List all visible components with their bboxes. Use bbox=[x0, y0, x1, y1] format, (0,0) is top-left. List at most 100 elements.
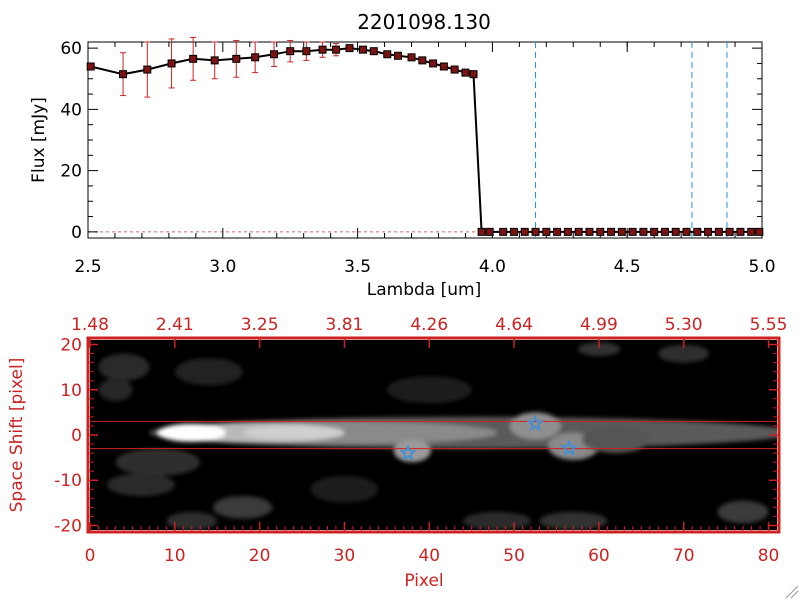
image-emission-blob bbox=[242, 425, 345, 440]
flux-data-point bbox=[755, 227, 764, 236]
flux-data-point bbox=[383, 50, 392, 59]
image-emission-blob bbox=[106, 473, 175, 497]
image-top-tick-label: 4.99 bbox=[580, 315, 618, 335]
image-xtick-label: 30 bbox=[334, 546, 356, 566]
flux-data-point bbox=[210, 56, 219, 65]
image-emission-blob bbox=[98, 378, 133, 402]
source-star-icon bbox=[399, 443, 417, 461]
image-ytick-label: 0 bbox=[71, 426, 82, 446]
image-top-tick-label: 5.30 bbox=[665, 315, 703, 335]
flux-data-point bbox=[270, 50, 279, 59]
image-emission-blob bbox=[115, 448, 201, 476]
flux-data-point bbox=[607, 227, 616, 236]
image-xtick-label: 80 bbox=[758, 546, 780, 566]
flux-xtick-label: 3.0 bbox=[209, 257, 236, 277]
flux-data-point bbox=[418, 56, 427, 65]
flux-data-point bbox=[747, 227, 756, 236]
image-top-tick-label: 3.81 bbox=[326, 315, 364, 335]
image-emission-blob bbox=[658, 344, 710, 363]
flux-data-point bbox=[119, 70, 128, 79]
source-star-icon bbox=[560, 439, 578, 456]
flux-data-point bbox=[143, 65, 152, 74]
flux-data-point bbox=[189, 54, 198, 63]
flux-data-point bbox=[318, 45, 327, 54]
image-top-tick-label: 3.25 bbox=[241, 315, 279, 335]
flux-data-point bbox=[693, 227, 702, 236]
flux-data-point bbox=[499, 227, 508, 236]
image-emission-blob bbox=[174, 358, 243, 386]
flux-xtick-label: 4.0 bbox=[479, 257, 506, 277]
image-xtick-label: 70 bbox=[673, 546, 695, 566]
image-xtick-label: 40 bbox=[418, 546, 440, 566]
image-top-tick-label: 4.26 bbox=[410, 315, 448, 335]
image-xtick-label: 50 bbox=[503, 546, 525, 566]
flux-data-point bbox=[725, 227, 734, 236]
flux-data-point bbox=[439, 62, 448, 71]
flux-data-point bbox=[509, 227, 518, 236]
image-xaxis-label: Pixel bbox=[404, 571, 443, 591]
image-top-tick-label: 4.64 bbox=[495, 315, 533, 335]
flux-data-point bbox=[286, 47, 295, 56]
flux-data-point bbox=[477, 227, 486, 236]
flux-data-point bbox=[660, 227, 669, 236]
flux-data-point bbox=[553, 227, 562, 236]
flux-yaxis-label: Flux [mJy] bbox=[29, 97, 49, 183]
image-top-tick-label: 5.55 bbox=[750, 315, 788, 335]
flux-data-point bbox=[542, 227, 551, 236]
flux-data-point bbox=[671, 227, 680, 236]
flux-data-point bbox=[345, 44, 354, 53]
flux-data-point bbox=[407, 53, 416, 62]
flux-series-line bbox=[90, 47, 760, 233]
flux-data-point bbox=[531, 227, 540, 236]
image-emission-blob bbox=[212, 496, 273, 519]
image-top-tick-label: 1.48 bbox=[71, 315, 109, 335]
flux-data-point bbox=[450, 65, 459, 74]
image-yaxis-label: Space Shift [pixel] bbox=[7, 358, 27, 513]
flux-ytick-label: 0 bbox=[71, 223, 82, 243]
flux-data-point bbox=[520, 227, 529, 236]
chart-title: 2201098.130 bbox=[357, 10, 491, 34]
resize-grip-icon[interactable] bbox=[785, 585, 799, 599]
spectral-image-plot: 0 10 20 30 40 50 60 70 80 1.48 2.41 3.25 3.81 4.26 4.6… bbox=[7, 315, 788, 591]
image-xtick-label: 10 bbox=[164, 546, 186, 566]
flux-data-point bbox=[628, 227, 637, 236]
source-star-icon bbox=[526, 414, 544, 432]
image-emission-blob bbox=[386, 376, 472, 404]
flux-data-point bbox=[429, 59, 438, 68]
image-emission-blob bbox=[539, 511, 608, 530]
image-emission-blob bbox=[577, 342, 621, 356]
flux-data-point bbox=[639, 227, 648, 236]
flux-data-point bbox=[682, 227, 691, 236]
image-emission-blob bbox=[581, 425, 650, 454]
image-emission-blob bbox=[717, 500, 769, 524]
flux-data-point bbox=[461, 68, 470, 77]
image-ytick-label: -20 bbox=[54, 516, 82, 536]
flux-plot-frame bbox=[87, 41, 763, 239]
flux-data-point bbox=[574, 227, 583, 236]
image-emission-blob bbox=[166, 511, 218, 530]
flux-data-point bbox=[563, 227, 572, 236]
image-emission-blob bbox=[310, 475, 379, 503]
flux-data-point bbox=[714, 227, 723, 236]
flux-data-point bbox=[86, 62, 95, 71]
image-xtick-label: 0 bbox=[85, 546, 96, 566]
flux-data-point bbox=[617, 227, 626, 236]
flux-data-point bbox=[394, 51, 403, 60]
flux-data-point bbox=[650, 227, 659, 236]
flux-data-point bbox=[332, 45, 341, 54]
flux-data-point bbox=[358, 45, 367, 54]
flux-xtick-label: 3.5 bbox=[344, 257, 371, 277]
flux-data-point bbox=[596, 227, 605, 236]
flux-data-point bbox=[251, 53, 260, 62]
image-xtick-label: 20 bbox=[249, 546, 271, 566]
flux-data-point bbox=[232, 54, 241, 63]
flux-ytick-label: 40 bbox=[60, 100, 82, 120]
flux-data-point bbox=[736, 227, 745, 236]
image-ytick-label: 10 bbox=[60, 381, 82, 401]
flux-data-point bbox=[469, 70, 478, 79]
flux-data-point bbox=[704, 227, 713, 236]
flux-ytick-label: 20 bbox=[60, 162, 82, 182]
image-xtick-label: 60 bbox=[588, 546, 610, 566]
